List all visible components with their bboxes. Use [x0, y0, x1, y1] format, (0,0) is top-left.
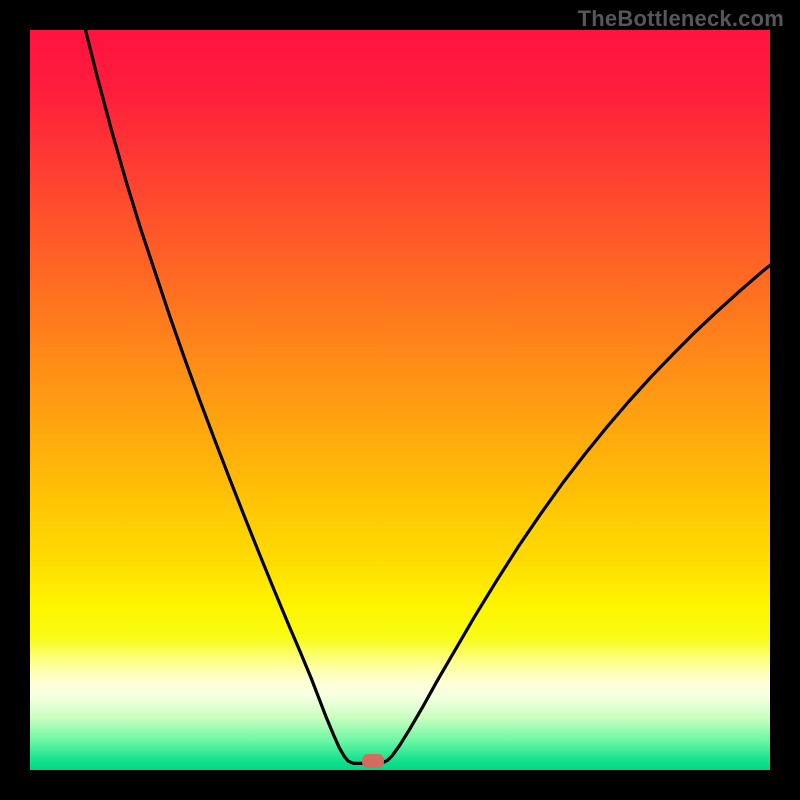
plot-area [30, 30, 770, 770]
watermark-text: TheBottleneck.com [578, 6, 784, 32]
bottleneck-curve [30, 30, 770, 770]
optimal-point-marker [362, 754, 384, 768]
